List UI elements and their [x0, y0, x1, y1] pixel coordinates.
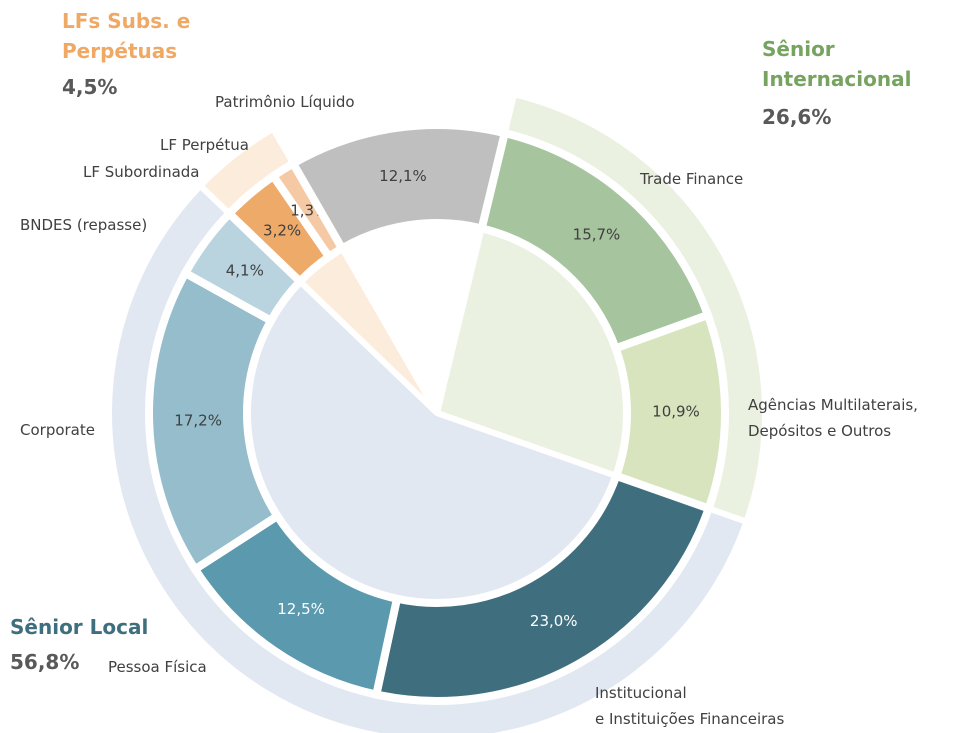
segment-name: BNDES (repasse)	[20, 216, 148, 234]
segment	[145, 267, 283, 575]
group-name: Sênior Internacional	[762, 37, 912, 91]
value-label: 3,2%	[263, 221, 301, 239]
value-label: 17,2%	[174, 411, 222, 429]
segment-name: Trade Finance	[640, 170, 744, 188]
segment-name: LF Subordinada	[83, 163, 200, 181]
segment-name: Corporate	[20, 421, 95, 439]
segment-name: Agências Multilaterais, Depósitos e Outr…	[748, 396, 918, 440]
segment	[371, 470, 714, 705]
value-label: 12,1%	[379, 167, 427, 185]
segment-name: LF Perpétua	[160, 136, 249, 154]
value-label: 12,5%	[277, 600, 325, 618]
value-label: 23,0%	[530, 612, 578, 630]
segment	[287, 121, 510, 254]
value-label: 15,7%	[573, 225, 621, 243]
segment-name: Patrimônio Líquido	[215, 93, 355, 111]
value-label: 4,1%	[226, 261, 264, 279]
group-name: LFs Subs. e Perpétuas	[62, 9, 191, 63]
value-label: 10,9%	[652, 402, 700, 420]
segment-name: Pessoa Física	[108, 658, 207, 676]
group-value: 4,5%	[62, 75, 118, 99]
group-name: Sênior Local	[10, 615, 149, 639]
group-value: 26,6%	[762, 105, 832, 129]
group-value: 56,8%	[10, 650, 80, 674]
segment-name: Institucional e Instituições Financeiras	[595, 684, 785, 728]
